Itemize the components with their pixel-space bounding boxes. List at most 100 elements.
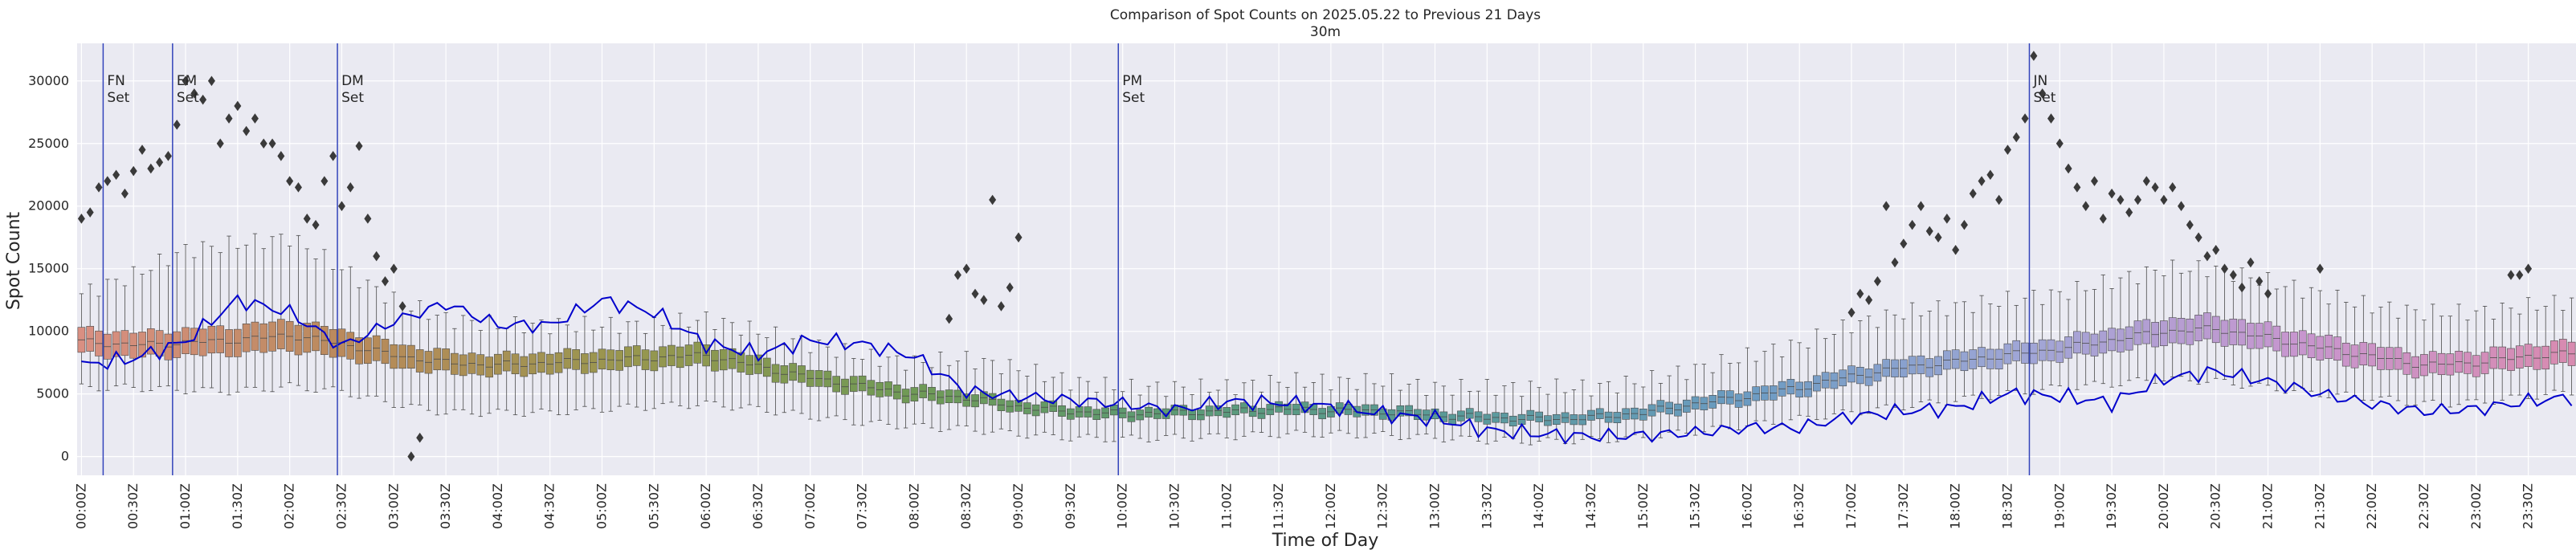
box-plot <box>2368 312 2376 401</box>
box-plot <box>1839 320 1847 411</box>
box-plot <box>1248 380 1257 433</box>
outlier-point <box>147 163 155 174</box>
x-tick-label: 01:30Z <box>230 483 245 529</box>
y-tick-label: 20000 <box>28 198 69 214</box>
outlier-point <box>381 275 389 287</box>
box-plot <box>2003 291 2012 391</box>
box-plot <box>1743 347 1752 426</box>
box-plot <box>1361 373 1370 438</box>
box-plot <box>216 252 225 393</box>
box-plot <box>407 310 415 405</box>
box-plot <box>2316 290 2325 397</box>
box-plot <box>2021 297 2029 395</box>
outlier-point <box>2221 263 2229 274</box>
x-tick-label: 20:30Z <box>2208 483 2223 529</box>
x-tick-label: 15:00Z <box>1635 483 1651 529</box>
box-plot <box>2125 271 2133 381</box>
outlier-point <box>251 113 259 124</box>
outlier-point <box>997 301 1005 312</box>
box-plot <box>1492 394 1500 442</box>
outlier-point <box>2160 194 2168 206</box>
box-plot <box>182 244 190 395</box>
box-plot <box>1734 362 1743 430</box>
box-plot <box>1526 381 1535 446</box>
outlier-point <box>86 207 94 218</box>
x-tick-label: 08:30Z <box>958 483 974 529</box>
outlier-point <box>95 182 103 193</box>
outlier-point <box>1865 295 1873 305</box>
outlier-point <box>2073 182 2081 193</box>
outlier-point <box>364 214 372 224</box>
event-marker-label: DM <box>341 73 364 89</box>
box-plot <box>95 295 103 392</box>
box-plot <box>624 321 632 405</box>
box-plot <box>2090 289 2099 382</box>
box-plot <box>1561 392 1570 444</box>
box-plot <box>2168 259 2177 377</box>
outlier-point <box>1969 188 1977 199</box>
outlier-point <box>373 250 381 262</box>
outlier-point <box>329 151 337 161</box>
box-plot <box>1570 389 1578 445</box>
outlier-point <box>1986 169 1994 181</box>
outlier-point <box>2030 51 2038 61</box>
outlier-point <box>173 120 181 130</box>
outlier-point <box>2099 214 2107 224</box>
box-plot <box>945 365 953 430</box>
box-plot <box>251 233 259 388</box>
x-tick-label: 22:30Z <box>2416 483 2431 529</box>
outlier-point <box>2516 270 2524 280</box>
x-tick-label: 05:30Z <box>646 483 661 529</box>
box-plot <box>1284 387 1292 434</box>
outlier-point <box>112 169 120 181</box>
box-plot <box>919 361 928 424</box>
x-tick-label: 21:00Z <box>2260 483 2276 529</box>
box-plot <box>1934 300 1942 404</box>
box-plot <box>2498 303 2507 401</box>
box-plot <box>1257 391 1266 433</box>
box-plot <box>451 328 459 410</box>
outlier-point <box>355 141 363 152</box>
box-plot <box>572 331 580 410</box>
box-plot <box>1631 383 1639 435</box>
box-plot <box>424 319 433 411</box>
x-tick-label: 00:30Z <box>125 483 141 529</box>
box-plot <box>2272 288 2281 392</box>
event-marker-label: PM <box>1122 73 1142 89</box>
box-plot <box>1266 375 1275 438</box>
x-tick-label: 07:30Z <box>855 483 870 529</box>
outlier-point <box>312 219 320 230</box>
box-plot <box>1092 392 1101 438</box>
x-tick-label: 04:30Z <box>542 483 557 529</box>
box-plot <box>1778 356 1786 426</box>
box-plot <box>1118 391 1127 438</box>
x-tick-label: 15:30Z <box>1688 483 1703 529</box>
y-axis-label: Spot Count <box>4 211 24 310</box>
outlier-point <box>243 125 251 136</box>
outlier-point <box>2082 201 2090 212</box>
y-tick-label: 30000 <box>28 73 69 88</box>
box-plot <box>355 287 363 399</box>
box-plot <box>1665 375 1674 433</box>
x-tick-label: 18:30Z <box>1999 483 2015 529</box>
box-plot <box>693 320 702 406</box>
outlier-point <box>320 176 329 186</box>
box-plot <box>1821 338 1830 420</box>
x-tick-label: 18:00Z <box>1948 483 1963 529</box>
box-plot <box>2533 309 2541 400</box>
box-plot <box>103 279 112 391</box>
box-plot <box>1058 372 1066 441</box>
box-plot <box>2177 272 2186 377</box>
box-plot <box>2507 308 2515 396</box>
box-plot <box>2099 274 2108 385</box>
outlier-point <box>1978 176 1986 186</box>
box-plot <box>2211 265 2220 379</box>
box-plot <box>702 312 710 401</box>
box-plot <box>346 266 355 397</box>
box-plot <box>1691 364 1700 436</box>
box-plot <box>780 344 789 413</box>
x-tick-label: 10:00Z <box>1115 483 1130 529</box>
x-tick-label: 06:00Z <box>698 483 713 529</box>
box-plot <box>798 335 806 414</box>
outlier-point <box>1006 282 1014 293</box>
